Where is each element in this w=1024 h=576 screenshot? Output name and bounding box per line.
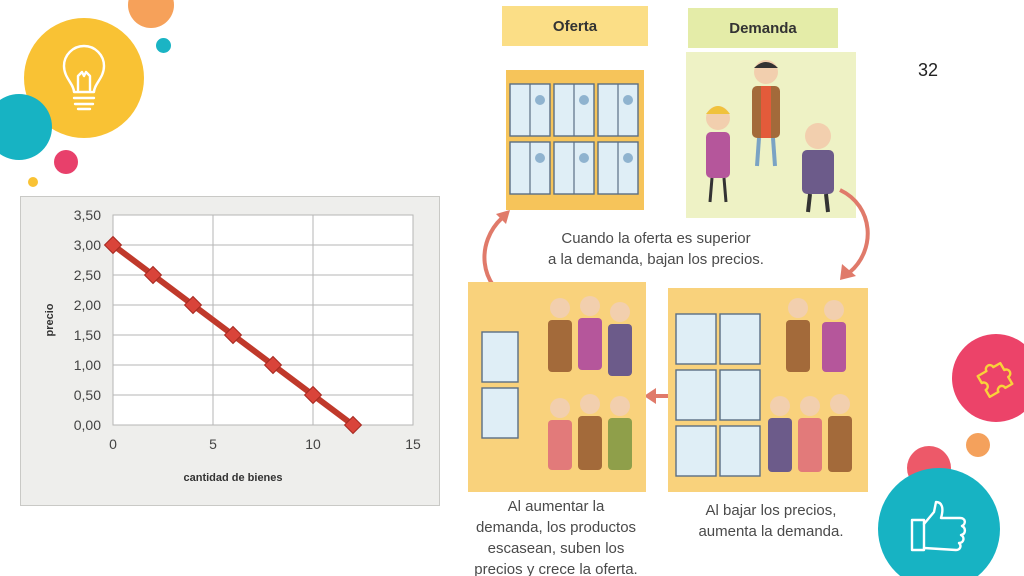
x-tick-label: 10 xyxy=(305,436,321,452)
puzzle-icon xyxy=(976,361,1014,399)
line-chart: 0,00 0,50 1,00 1,50 2,00 2,50 3,00 3,50 0 5 10 15 c… xyxy=(20,196,440,506)
illustration-demand-rises xyxy=(468,282,646,492)
caption-line: precios y crece la oferta. xyxy=(474,561,638,576)
supply-demand-infographic: Oferta Demanda xyxy=(466,0,882,576)
caption-line: Cuando la oferta es superior xyxy=(561,230,751,247)
data-point xyxy=(103,235,123,255)
data-series xyxy=(103,235,363,435)
y-axis-label: precio xyxy=(44,303,56,336)
illustration-demand-people xyxy=(686,52,856,218)
caption-demand-rises: Al aumentar la demanda, los productos es… xyxy=(466,496,646,576)
label-oferta: Oferta xyxy=(502,6,648,46)
caption-line: Al aumentar la xyxy=(507,498,605,515)
data-point xyxy=(183,295,203,315)
y-tick-label: 2,00 xyxy=(74,297,101,313)
illustration-prices-drop xyxy=(668,288,868,492)
data-point xyxy=(303,385,323,405)
x-tick-label: 15 xyxy=(405,436,421,452)
y-tick-label: 2,50 xyxy=(74,267,101,283)
people-illustration xyxy=(706,60,834,213)
decor-circle xyxy=(878,468,1000,576)
caption-line: escasean, suben los xyxy=(487,540,625,557)
caption-line: a la demanda, bajan los precios. xyxy=(548,251,764,268)
y-tick-label: 1,00 xyxy=(74,357,101,373)
chart-canvas: 0,00 0,50 1,00 1,50 2,00 2,50 3,00 3,50 0 5 10 15 c… xyxy=(44,207,421,484)
x-tick-label: 0 xyxy=(109,436,117,452)
caption-prices-drop: Al bajar los precios, aumenta la demanda… xyxy=(676,500,866,542)
page-number: 32 xyxy=(918,60,939,80)
decor-circle xyxy=(156,38,171,53)
crowd-illustration xyxy=(481,296,632,470)
data-point xyxy=(343,415,363,435)
boxes-illustration xyxy=(509,83,639,195)
data-point xyxy=(263,355,283,375)
plot-area xyxy=(112,214,414,426)
tick-labels: 0,00 0,50 1,00 1,50 2,00 2,50 3,00 3,50 0 5 10 15 xyxy=(74,207,421,452)
decor-circle xyxy=(966,433,990,457)
illustration-supply-boxes xyxy=(506,70,644,210)
caption-line: Al bajar los precios, xyxy=(705,502,837,519)
caption-line: demanda, los productos xyxy=(475,519,637,536)
decor-circle xyxy=(28,177,38,187)
decor-circle xyxy=(54,150,78,174)
x-tick-label: 5 xyxy=(209,436,217,452)
grid-lines xyxy=(112,214,414,426)
decor-circle xyxy=(952,334,1024,422)
y-tick-label: 1,50 xyxy=(74,327,101,343)
y-tick-label: 0,50 xyxy=(74,387,101,403)
x-axis-label: cantidad de bienes xyxy=(183,472,282,484)
thumbs-up-icon xyxy=(910,500,967,552)
boxes-and-people-illustration xyxy=(675,298,852,477)
y-tick-label: 3,50 xyxy=(74,207,101,223)
caption-line: aumenta la demanda. xyxy=(698,523,844,540)
caption-supply-exceeds: Cuando la oferta es superior a la demand… xyxy=(536,228,776,270)
data-point xyxy=(223,325,243,345)
label-demanda: Demanda xyxy=(688,8,838,48)
data-point xyxy=(143,265,163,285)
cycle-arrow-right xyxy=(839,188,870,280)
decor-circle xyxy=(0,94,52,160)
decor-circle xyxy=(128,0,174,28)
y-tick-label: 3,00 xyxy=(74,237,101,253)
lightbulb-icon xyxy=(62,44,106,111)
y-tick-label: 0,00 xyxy=(74,417,101,433)
